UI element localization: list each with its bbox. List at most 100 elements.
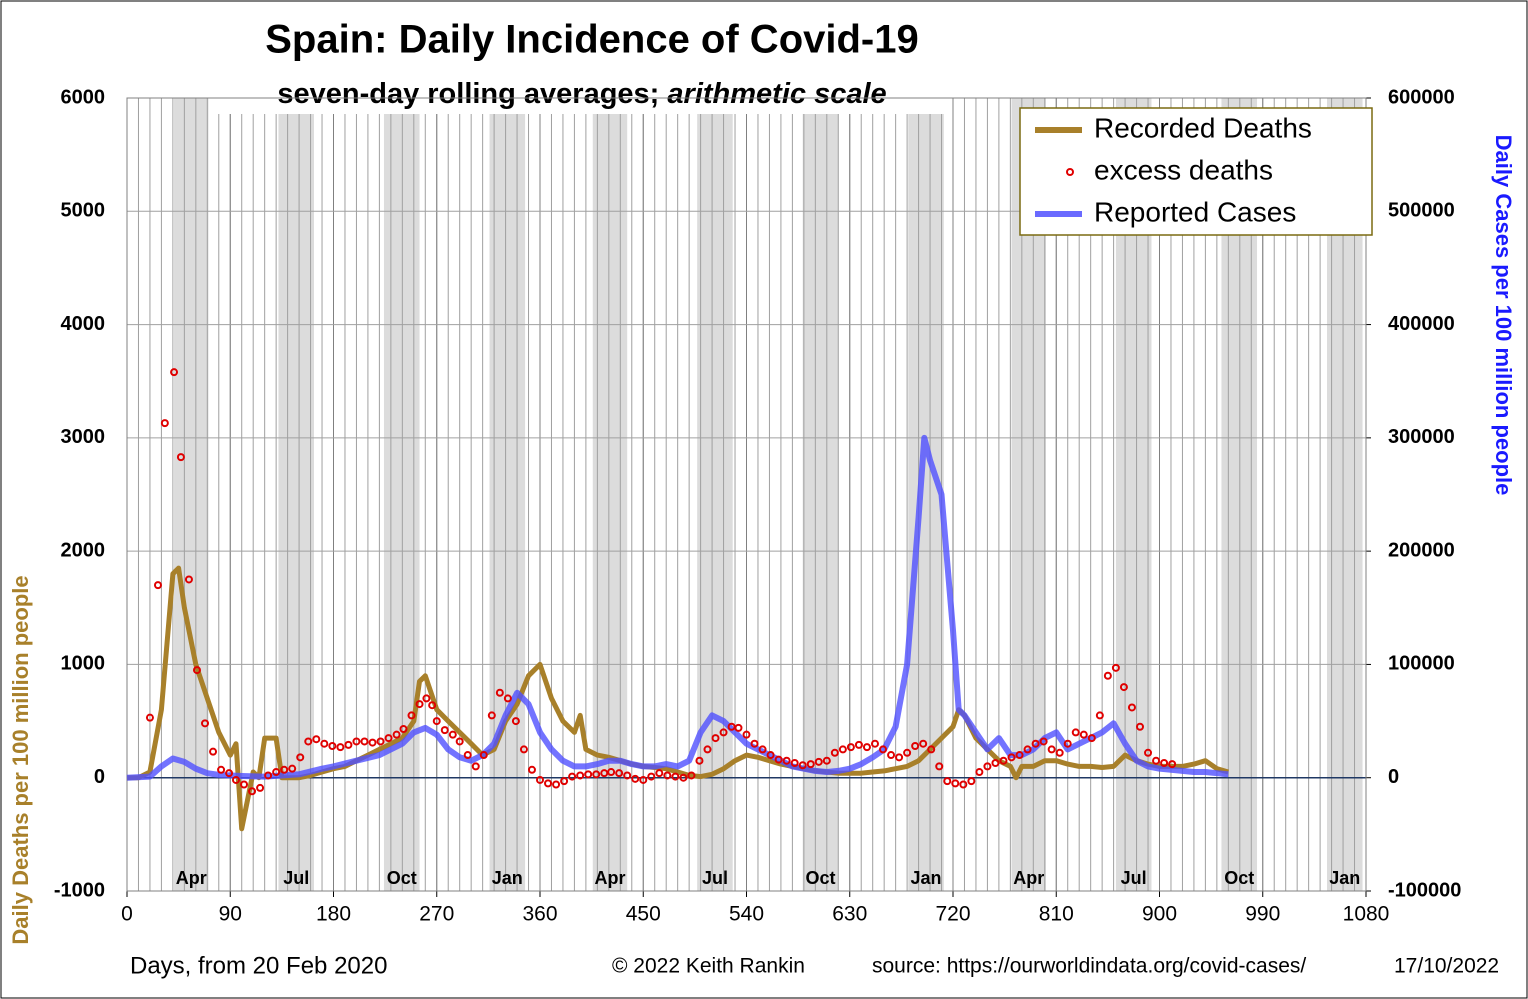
excess-point [750, 739, 759, 748]
excess-point [758, 745, 767, 754]
excess-point [560, 777, 569, 786]
excess-point [1071, 728, 1080, 737]
excess-point [623, 771, 632, 780]
y-tick-label: -1000 [54, 879, 105, 901]
excess-point [576, 771, 585, 780]
excess-point [927, 745, 936, 754]
excess-point [479, 751, 488, 760]
excess-point [1079, 730, 1088, 739]
excess-point [639, 775, 648, 784]
excess-point [687, 771, 696, 780]
excess-point [967, 777, 976, 786]
excess-point [1103, 671, 1112, 680]
excess-point [615, 769, 624, 778]
excess-point [312, 735, 321, 744]
month-band [908, 98, 944, 891]
excess-point [448, 730, 457, 739]
excess-point [734, 723, 743, 732]
excess-point [671, 772, 680, 781]
excess-point [854, 740, 863, 749]
excess-point [1031, 739, 1040, 748]
excess-point [943, 777, 952, 786]
excess-point [511, 717, 520, 726]
excess-point [170, 368, 179, 377]
excess-point [814, 757, 823, 766]
x-tick-label: 1080 [1343, 903, 1390, 926]
excess-point [1007, 753, 1016, 762]
month-label: Apr [1013, 868, 1044, 888]
y2-tick-label: 300000 [1388, 426, 1455, 448]
excess-point [1015, 751, 1024, 760]
excess-point [376, 737, 385, 746]
excess-point [392, 730, 401, 739]
excess-point [742, 730, 751, 739]
excess-point [1055, 748, 1064, 757]
excess-point [903, 748, 912, 757]
month-label: Jan [911, 868, 942, 888]
excess-point [145, 713, 154, 722]
y-axis-title: Daily Deaths per 100 million people [8, 575, 33, 944]
excess-point [1144, 748, 1153, 757]
excess-point [1087, 734, 1096, 743]
excess-point [336, 743, 345, 752]
excess-point [782, 756, 791, 765]
excess-point [1127, 703, 1136, 712]
x-tick-label: 540 [729, 903, 764, 926]
excess-point [1095, 711, 1104, 720]
y-tick-label: 0 [94, 766, 105, 788]
excess-point [830, 748, 839, 757]
excess-point [544, 779, 553, 788]
month-label: Oct [387, 868, 417, 888]
y-tick-label: 6000 [61, 86, 106, 108]
excess-point [607, 768, 616, 777]
excess-point [360, 737, 369, 746]
legend-marker [1066, 168, 1074, 176]
month-label: Apr [594, 868, 625, 888]
excess-point [1111, 663, 1120, 672]
excess-point [471, 762, 480, 771]
legend-label: Recorded Deaths [1094, 112, 1312, 143]
excess-point [527, 765, 536, 774]
excess-point [695, 756, 704, 765]
y2-tick-label: 200000 [1388, 539, 1455, 561]
month-label: Jul [1121, 868, 1147, 888]
x-tick-label: 900 [1142, 903, 1177, 926]
excess-point [1119, 683, 1128, 692]
excess-point [663, 771, 672, 780]
x-tick-label: 90 [219, 903, 242, 926]
excess-point [919, 739, 928, 748]
excess-point [991, 758, 1000, 767]
excess-point [399, 725, 408, 734]
excess-point [1135, 722, 1144, 731]
excess-point [552, 780, 561, 789]
excess-point [440, 726, 449, 735]
excess-point [407, 711, 416, 720]
excess-point [209, 747, 218, 756]
excess-point [711, 734, 720, 743]
excess-point [192, 666, 201, 675]
y-tick-label: 4000 [61, 313, 106, 335]
month-band [697, 98, 733, 891]
excess-point [959, 780, 968, 789]
excess-point [568, 772, 577, 781]
excess-point [879, 745, 888, 754]
month-band [489, 98, 526, 891]
date: 17/10/2022 [1394, 955, 1499, 978]
month-label: Jul [283, 868, 309, 888]
excess-point [584, 770, 593, 779]
month-band [278, 98, 314, 891]
excess-point [280, 765, 289, 774]
y-tick-label: 1000 [61, 653, 106, 675]
x-tick-label: 720 [935, 903, 970, 926]
x-tick-label: 630 [832, 903, 867, 926]
excess-point [264, 771, 273, 780]
excess-point [240, 780, 249, 789]
y2-tick-label: 600000 [1388, 86, 1455, 108]
excess-point [176, 453, 185, 462]
excess-point [217, 765, 226, 774]
excess-point [160, 419, 169, 428]
x-tick-label: 270 [419, 903, 454, 926]
excess-point [870, 739, 879, 748]
excess-point [592, 770, 601, 779]
